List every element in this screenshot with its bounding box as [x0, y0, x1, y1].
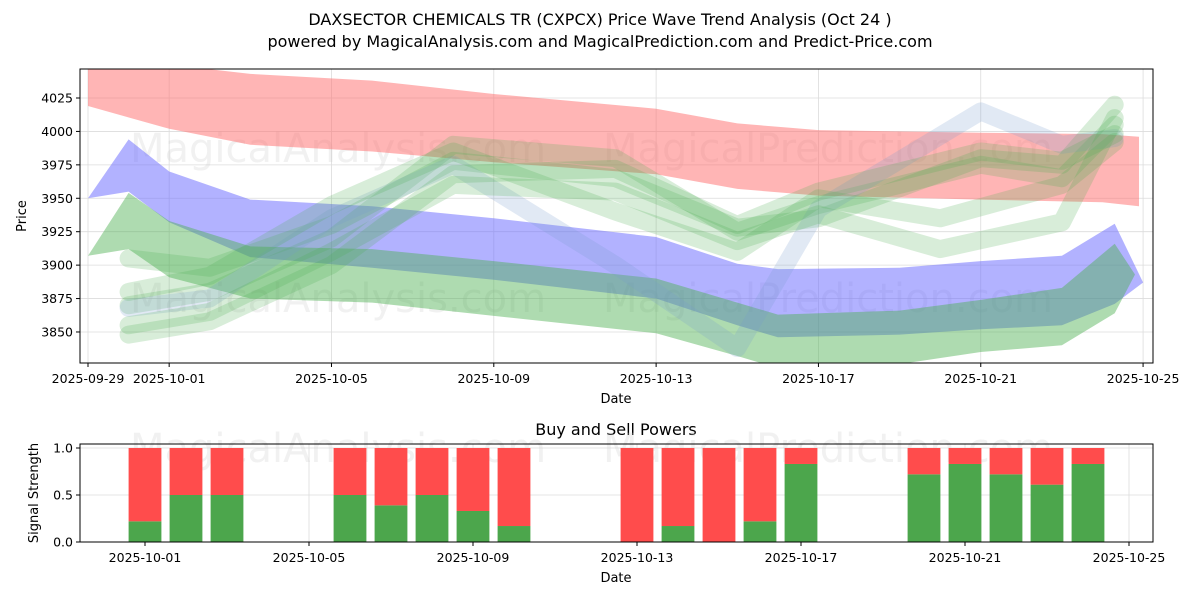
price-y-tick-label: 3875: [41, 291, 73, 306]
buy-sell-x-tick-label: 2025-10-09: [437, 550, 510, 565]
price-x-tick-label: 2025-09-29: [52, 371, 125, 386]
price-y-tick-label: 3850: [41, 324, 73, 339]
buy-sell-x-tick-label: 2025-10-01: [109, 550, 182, 565]
buy-sell-x-tick-label: 2025-10-05: [273, 550, 346, 565]
sell-bar: [334, 448, 367, 495]
buy-bar: [785, 464, 818, 542]
price-x-tick-label: 2025-10-05: [295, 371, 368, 386]
buy-sell-y-tick-label: 0.0: [53, 535, 73, 550]
price-y-ticks: 3850 3875 3900 3925 3950 3975 4000 4025: [41, 91, 80, 340]
sell-bar: [621, 448, 654, 542]
sell-bar: [416, 448, 449, 495]
sell-bar: [1031, 448, 1064, 485]
price-y-axis-label: Price: [15, 200, 30, 232]
buy-sell-y-tick-label: 0.5: [53, 488, 73, 503]
buy-bar: [498, 526, 531, 542]
buy-bar: [908, 474, 941, 542]
sell-bar: [170, 448, 203, 495]
sell-bar: [990, 448, 1023, 474]
buy-bar: [170, 495, 203, 542]
sell-bar: [785, 448, 818, 464]
sell-bar: [908, 448, 941, 474]
price-x-tick-label: 2025-10-21: [944, 371, 1017, 386]
buy-bar: [129, 521, 162, 542]
price-y-tick-label: 4025: [41, 91, 73, 106]
buy-bar: [375, 505, 408, 542]
price-x-tick-label: 2025-10-01: [133, 371, 206, 386]
chart-subtitle: powered by MagicalAnalysis.com and Magic…: [267, 32, 932, 51]
sell-bar: [211, 448, 244, 495]
sell-bar: [375, 448, 408, 505]
sell-bar: [949, 448, 982, 464]
price-x-tick-label: 2025-10-17: [782, 371, 855, 386]
price-wave-panel: MagicalAnalysis.com MagicalPrediction.co…: [15, 62, 1179, 407]
sell-bar: [498, 448, 531, 526]
price-y-tick-label: 4000: [41, 124, 73, 139]
buy-bar: [334, 495, 367, 542]
price-y-tick-label: 3925: [41, 224, 73, 239]
buy-sell-x-tick-label: 2025-10-13: [601, 550, 674, 565]
buy-sell-x-ticks: 2025-10-01 2025-10-05 2025-10-09 2025-10-13…: [109, 542, 1166, 565]
sell-bar: [744, 448, 777, 521]
price-y-tick-label: 3975: [41, 157, 73, 172]
buy-sell-y-axis-label: Signal Strength: [27, 443, 42, 543]
buy-sell-x-tick-label: 2025-10-25: [1093, 550, 1166, 565]
price-y-tick-label: 3900: [41, 258, 73, 273]
buy-sell-x-tick-label: 2025-10-21: [929, 550, 1002, 565]
buy-bar: [416, 495, 449, 542]
buy-sell-panel: Buy and Sell Powers MagicalAnalysis.com …: [27, 420, 1165, 586]
price-x-ticks: 2025-09-29 2025-10-01 2025-10-05 2025-10-09…: [52, 363, 1180, 386]
buy-bar: [1072, 464, 1105, 542]
chart-figure: DAXSECTOR CHEMICALS TR (CXPCX) Price Wav…: [0, 0, 1200, 600]
buy-bar: [744, 521, 777, 542]
price-x-tick-label: 2025-10-25: [1107, 371, 1180, 386]
sell-bar: [457, 448, 490, 511]
buy-sell-y-tick-label: 1.0: [53, 441, 73, 456]
chart-title: DAXSECTOR CHEMICALS TR (CXPCX) Price Wav…: [308, 10, 891, 29]
buy-bar: [949, 464, 982, 542]
buy-bar: [211, 495, 244, 542]
sell-bar: [129, 448, 162, 521]
buy-bar: [662, 526, 695, 542]
sell-bar: [1072, 448, 1105, 464]
buy-bar: [1031, 485, 1064, 542]
price-y-tick-label: 3950: [41, 191, 73, 206]
buy-sell-x-tick-label: 2025-10-17: [765, 550, 838, 565]
price-x-axis-label: Date: [600, 392, 631, 407]
price-x-tick-label: 2025-10-09: [457, 371, 530, 386]
sell-bar: [662, 448, 695, 526]
buy-bar: [457, 511, 490, 542]
buy-sell-y-ticks: 0.0 0.5 1.0: [53, 441, 80, 550]
buy-bar: [990, 474, 1023, 542]
sell-bar: [703, 448, 736, 542]
buy-sell-x-axis-label: Date: [600, 571, 631, 586]
price-x-tick-label: 2025-10-13: [620, 371, 693, 386]
